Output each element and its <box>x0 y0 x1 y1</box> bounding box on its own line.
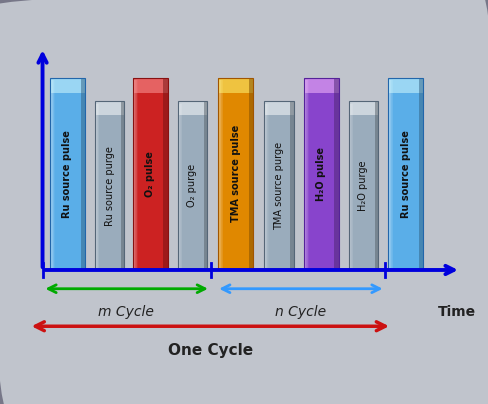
Bar <box>134 80 135 267</box>
Bar <box>132 80 133 267</box>
Bar <box>391 80 392 267</box>
Bar <box>348 101 377 270</box>
Bar <box>136 80 137 267</box>
Bar <box>51 80 52 267</box>
Bar <box>132 78 167 270</box>
Bar <box>264 101 293 270</box>
Bar <box>50 80 51 267</box>
Bar <box>180 103 181 267</box>
Bar <box>95 101 124 270</box>
Bar <box>307 80 308 267</box>
Text: Ru source purge: Ru source purge <box>104 146 114 225</box>
Bar <box>218 78 253 93</box>
Bar <box>52 80 53 267</box>
Text: O₂ purge: O₂ purge <box>187 164 197 207</box>
Text: Ru source pulse: Ru source pulse <box>400 130 410 218</box>
Bar <box>163 78 167 270</box>
Bar <box>81 78 84 270</box>
Bar <box>177 101 207 270</box>
Text: O₂ pulse: O₂ pulse <box>145 151 155 197</box>
Bar <box>219 80 220 267</box>
Bar <box>303 80 304 267</box>
Bar <box>137 80 138 267</box>
Bar <box>265 103 266 267</box>
Bar <box>220 80 221 267</box>
Text: Time: Time <box>437 305 475 319</box>
Bar <box>350 103 351 267</box>
Bar <box>306 80 307 267</box>
Bar <box>50 78 84 270</box>
Bar <box>132 78 167 270</box>
Bar <box>95 101 124 115</box>
Bar <box>133 80 134 267</box>
Bar <box>289 101 293 270</box>
Bar <box>97 103 98 267</box>
Bar <box>203 101 207 270</box>
Bar <box>303 78 338 270</box>
Text: One Cycle: One Cycle <box>168 343 253 358</box>
Bar <box>248 78 253 270</box>
Bar <box>304 80 305 267</box>
Text: H₂O pulse: H₂O pulse <box>315 147 325 201</box>
Bar <box>50 78 84 93</box>
Bar <box>177 101 207 115</box>
Bar <box>218 78 253 270</box>
Bar <box>264 101 293 270</box>
Bar <box>305 80 306 267</box>
Bar <box>418 78 422 270</box>
Bar <box>303 78 338 270</box>
Bar <box>387 78 422 270</box>
Bar <box>54 80 55 267</box>
Text: TMA source pulse: TMA source pulse <box>230 125 240 223</box>
Bar <box>387 78 422 270</box>
Bar <box>348 103 349 267</box>
Bar <box>218 78 253 270</box>
Bar <box>96 103 97 267</box>
Bar <box>179 103 180 267</box>
Bar <box>121 101 124 270</box>
Bar <box>351 103 352 267</box>
Bar <box>349 103 350 267</box>
Bar <box>387 80 388 267</box>
Bar <box>266 103 267 267</box>
Bar <box>264 103 265 267</box>
Bar <box>132 78 167 93</box>
Bar <box>389 80 390 267</box>
Bar <box>264 101 293 115</box>
Bar <box>348 101 377 115</box>
Text: m Cycle: m Cycle <box>98 305 154 319</box>
Text: H₂O purge: H₂O purge <box>358 160 367 211</box>
Bar <box>95 101 124 270</box>
Bar <box>95 103 96 267</box>
Bar <box>222 80 223 267</box>
Text: Ru source pulse: Ru source pulse <box>62 130 72 218</box>
Bar <box>53 80 54 267</box>
Bar <box>177 103 178 267</box>
Text: n Cycle: n Cycle <box>275 305 326 319</box>
Bar <box>267 103 268 267</box>
Bar <box>388 80 389 267</box>
Bar <box>387 78 422 93</box>
Bar <box>177 101 207 270</box>
Bar <box>303 78 338 93</box>
Bar <box>218 80 219 267</box>
Bar <box>178 103 179 267</box>
Bar <box>181 103 182 267</box>
Bar <box>98 103 99 267</box>
Bar <box>334 78 338 270</box>
Bar <box>221 80 222 267</box>
Bar <box>392 80 393 267</box>
Bar <box>374 101 377 270</box>
Bar <box>390 80 391 267</box>
Bar <box>348 101 377 270</box>
Text: TMA source purge: TMA source purge <box>273 141 283 229</box>
Bar <box>135 80 136 267</box>
Bar <box>50 78 84 270</box>
